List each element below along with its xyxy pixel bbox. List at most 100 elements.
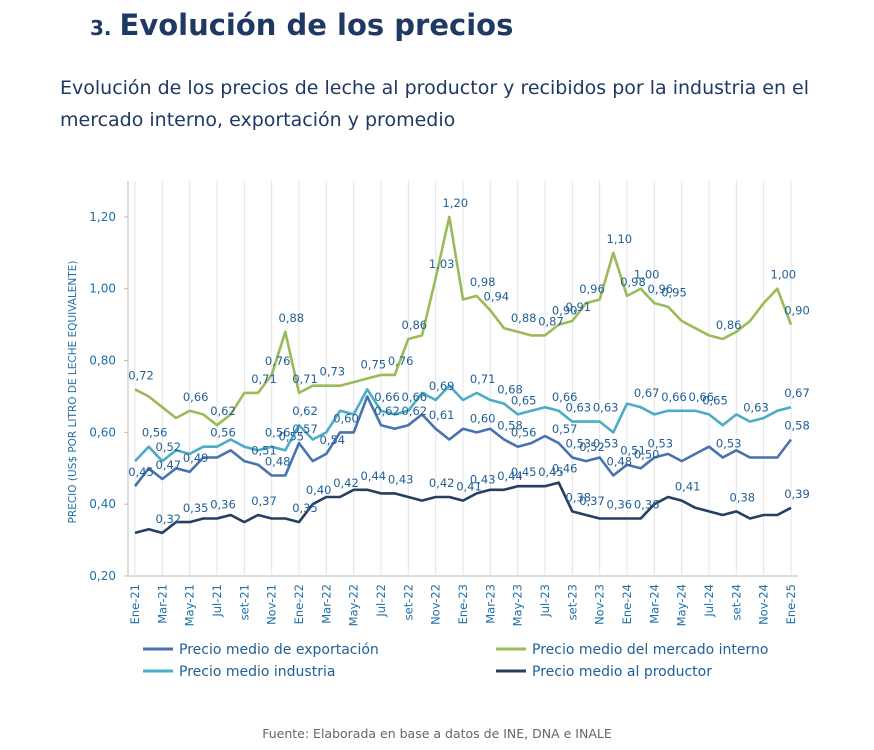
data-label: 0,62 bbox=[210, 404, 236, 418]
data-label: 0,56 bbox=[511, 426, 537, 440]
data-label: 0,38 bbox=[730, 490, 756, 504]
data-label: 0,71 bbox=[470, 372, 496, 386]
data-label: 0,53 bbox=[716, 437, 742, 451]
data-label: 1,03 bbox=[429, 257, 455, 271]
data-label: 0,43 bbox=[470, 472, 496, 486]
x-tick-label: set-24 bbox=[729, 584, 743, 620]
data-label: 0,58 bbox=[497, 419, 523, 433]
data-label: 0,66 bbox=[374, 390, 400, 404]
x-tick-label: May-23 bbox=[511, 584, 525, 626]
data-label: 0,48 bbox=[265, 454, 291, 468]
data-label: 0,91 bbox=[566, 300, 592, 314]
data-label: 0,57 bbox=[292, 422, 318, 436]
data-label: 0,40 bbox=[306, 483, 332, 497]
data-label: 0,45 bbox=[538, 465, 564, 479]
data-label: 0,88 bbox=[511, 311, 537, 325]
data-label: 0,98 bbox=[620, 275, 646, 289]
x-tick-label: Nov-22 bbox=[429, 584, 443, 625]
x-tick-label: Mar-23 bbox=[483, 584, 497, 624]
data-label: 0,45 bbox=[511, 465, 537, 479]
legend-label: Precio medio del mercado interno bbox=[532, 642, 768, 658]
data-label: 0,71 bbox=[292, 372, 318, 386]
data-label: 0,62 bbox=[402, 404, 428, 418]
x-tick-label: Mar-22 bbox=[319, 584, 333, 624]
chart-title: Evolución de los precios de leche al pro… bbox=[60, 77, 810, 131]
data-label: 0,38 bbox=[566, 490, 592, 504]
data-label: 0,73 bbox=[320, 365, 346, 379]
section-title: Evolución de los precios bbox=[119, 8, 514, 42]
data-label: 0,94 bbox=[484, 289, 510, 303]
data-label: 0,52 bbox=[156, 440, 182, 454]
y-tick-label: 0,60 bbox=[89, 425, 116, 439]
data-label: 0,45 bbox=[128, 465, 154, 479]
data-label: 0,63 bbox=[743, 401, 769, 415]
data-label: 0,68 bbox=[497, 383, 523, 397]
data-label: 0,66 bbox=[552, 390, 578, 404]
data-label: 0,86 bbox=[402, 318, 428, 332]
x-tick-label: Ene-25 bbox=[784, 584, 798, 624]
y-axis-label: PRECIO (US$ POR LITRO DE LECHE EQUIVALEN… bbox=[67, 261, 79, 524]
series-line bbox=[134, 384, 792, 463]
data-label: 0,32 bbox=[156, 512, 182, 526]
data-label: 0,60 bbox=[470, 411, 496, 425]
data-label: 0,88 bbox=[279, 311, 305, 325]
x-tick-label: Ene-23 bbox=[456, 584, 470, 624]
data-label: 1,00 bbox=[634, 268, 660, 282]
x-tick-label: Ene-24 bbox=[620, 584, 634, 624]
data-label: 0,98 bbox=[470, 275, 496, 289]
section-heading: 3. Evolución de los precios bbox=[90, 8, 513, 42]
data-label: 0,90 bbox=[552, 304, 578, 318]
data-label: 0,96 bbox=[579, 282, 605, 296]
data-label: 0,63 bbox=[566, 401, 592, 415]
source: Fuente: Elaborada en base a datos de INE… bbox=[262, 726, 612, 741]
x-tick-label: Ene-22 bbox=[292, 584, 306, 624]
data-label: 0,60 bbox=[333, 411, 359, 425]
data-label: 0,36 bbox=[607, 498, 633, 512]
series-line bbox=[134, 215, 793, 427]
data-label: 0,61 bbox=[429, 408, 455, 422]
x-tick-label: Jul-21 bbox=[210, 584, 224, 618]
x-tick-label: Jul-23 bbox=[538, 584, 552, 618]
data-label: 0,55 bbox=[279, 429, 305, 443]
x-tick-label: May-21 bbox=[183, 584, 197, 626]
series-line bbox=[134, 481, 792, 535]
data-label: 0,44 bbox=[361, 469, 387, 483]
x-tick-label: Nov-21 bbox=[265, 584, 279, 625]
x-tick-label: Ene-21 bbox=[128, 584, 142, 624]
data-label: 0,90 bbox=[784, 304, 810, 318]
x-tick-label: May-24 bbox=[675, 584, 689, 626]
x-tick-label: set-23 bbox=[565, 584, 579, 620]
data-label: 0,76 bbox=[388, 354, 414, 368]
x-tick-label: May-22 bbox=[347, 584, 361, 626]
data-label: 0,66 bbox=[183, 390, 209, 404]
data-label: 0,75 bbox=[361, 358, 387, 372]
y-tick-label: 0,80 bbox=[89, 354, 116, 368]
legend-label: Precio medio al productor bbox=[532, 664, 712, 680]
data-label: 0,50 bbox=[634, 447, 660, 461]
y-tick-label: 0,20 bbox=[89, 569, 116, 583]
data-label: 0,39 bbox=[784, 487, 810, 501]
data-label: 0,44 bbox=[497, 469, 523, 483]
data-label: 0,41 bbox=[675, 480, 701, 494]
data-label: 1,20 bbox=[443, 196, 469, 210]
x-tick-label: Jul-24 bbox=[702, 584, 716, 618]
data-label: 0,67 bbox=[784, 386, 810, 400]
data-label: 0,62 bbox=[292, 404, 318, 418]
data-label: 0,53 bbox=[648, 437, 674, 451]
data-label: 0,37 bbox=[251, 494, 277, 508]
data-label: 0,56 bbox=[142, 426, 168, 440]
data-label: 0,76 bbox=[265, 354, 291, 368]
data-label: 0,53 bbox=[566, 437, 592, 451]
data-label: 0,36 bbox=[210, 498, 236, 512]
x-tick-label: set-22 bbox=[401, 584, 415, 620]
series-line bbox=[133, 395, 793, 487]
data-label: 0,35 bbox=[183, 501, 209, 515]
y-tick-label: 1,20 bbox=[89, 210, 116, 224]
data-label: 0,47 bbox=[156, 458, 182, 472]
data-label: 0,67 bbox=[634, 386, 660, 400]
y-tick-label: 1,00 bbox=[89, 282, 116, 296]
x-tick-label: set-21 bbox=[237, 584, 251, 620]
x-tick-label: Mar-21 bbox=[155, 584, 169, 624]
